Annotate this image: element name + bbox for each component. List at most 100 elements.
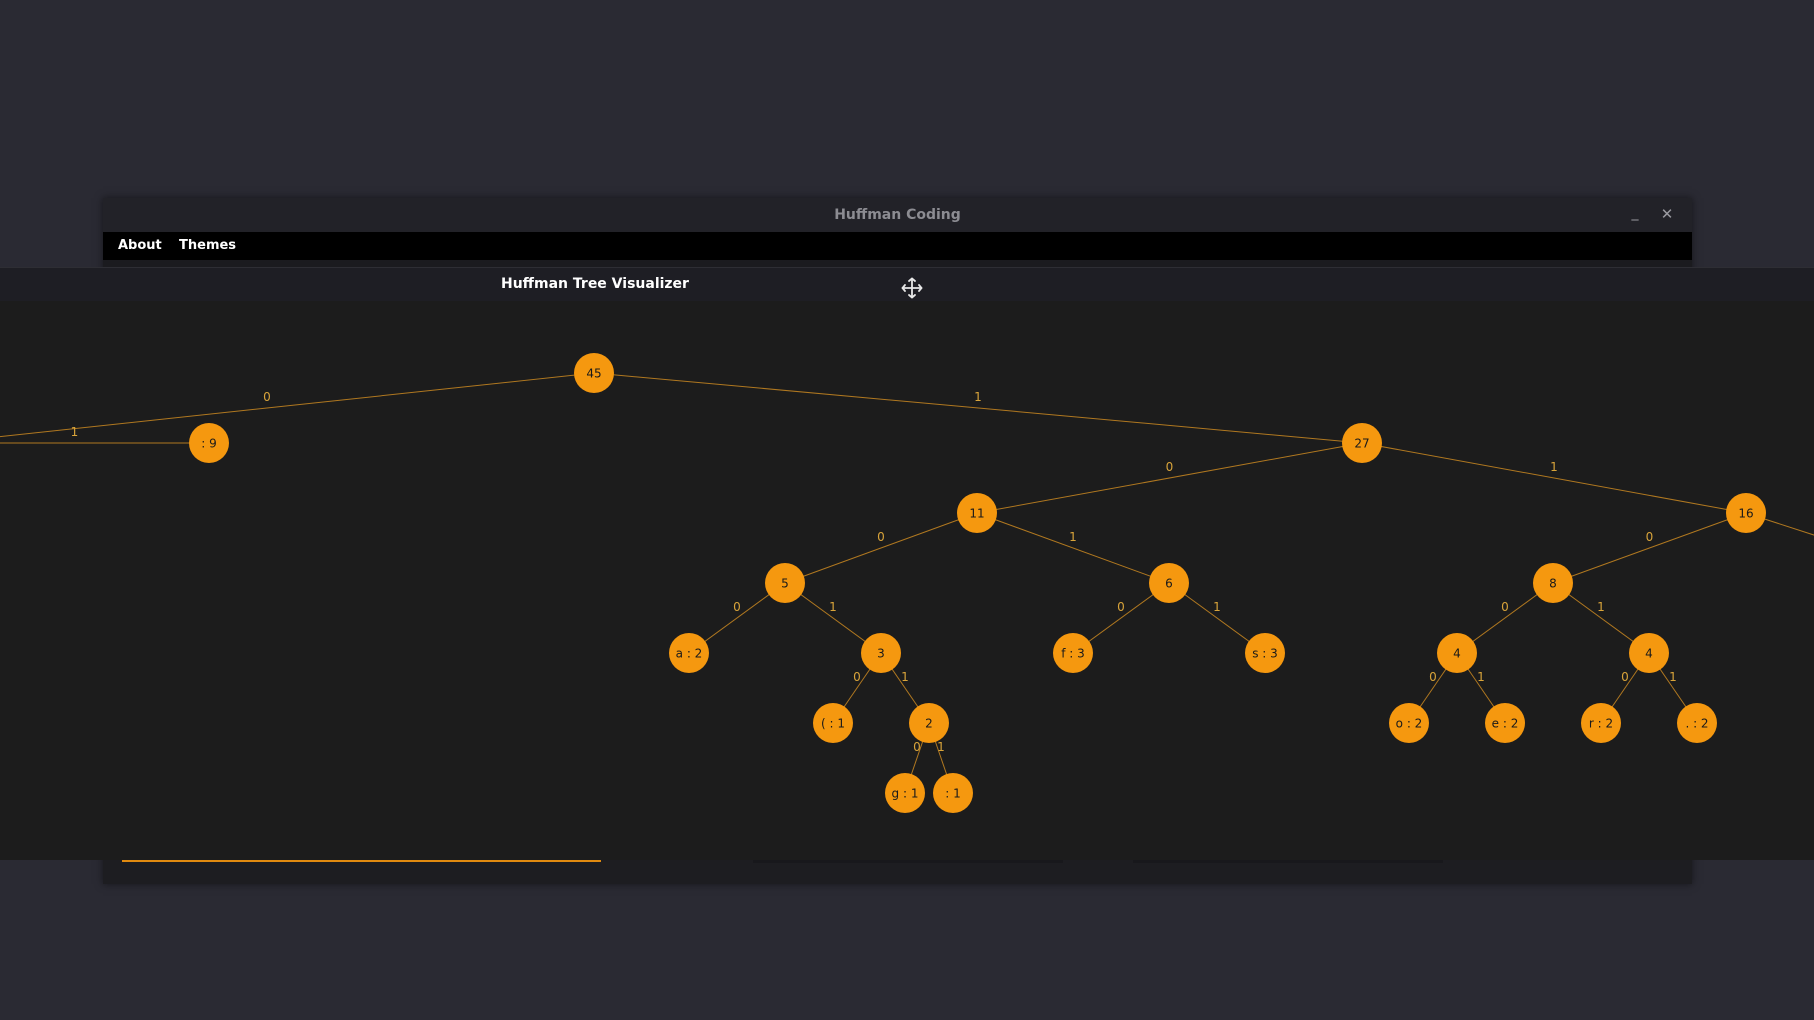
tree-node-circle <box>1726 493 1766 533</box>
tree-node-label: 27 <box>1354 437 1369 451</box>
tree-node-circle <box>669 633 709 673</box>
tree-node-label: : 9 <box>201 437 217 451</box>
tree-node-circle <box>189 423 229 463</box>
menu-item-themes[interactable]: Themes <box>179 238 237 253</box>
tree-node-label: 16 <box>1738 507 1753 521</box>
tree-edge <box>593 372 1363 444</box>
tree-node-circle <box>813 703 853 743</box>
edge-label: 1 <box>937 740 945 754</box>
tree-node-label: s : 3 <box>1252 647 1278 661</box>
title-bar[interactable]: Huffman Coding _ ✕ <box>103 198 1692 232</box>
tree-node-label: 8 <box>1549 577 1557 591</box>
edge-label: 0 <box>1117 600 1125 614</box>
tree-node[interactable]: s : 3 <box>1245 633 1285 673</box>
edge-label: 0 <box>1646 530 1654 544</box>
tree-node-label: 45 <box>586 367 601 381</box>
tree-node-circle <box>909 703 949 743</box>
edge-label: 0 <box>1501 600 1509 614</box>
tree-node[interactable]: 5 <box>765 563 805 603</box>
edge-label: 0 <box>263 390 271 404</box>
tree-node[interactable]: 4 <box>1629 633 1669 673</box>
tree-node-circle <box>933 773 973 813</box>
tree-edge <box>1552 512 1747 584</box>
tree-node-circle <box>1149 563 1189 603</box>
tree-node[interactable]: 6 <box>1149 563 1189 603</box>
tree-node[interactable]: ( : 1 <box>813 703 853 743</box>
tree-node[interactable]: o : 2 <box>1389 703 1429 743</box>
tree-node-circle <box>574 353 614 393</box>
tree-node[interactable]: e : 2 <box>1485 703 1525 743</box>
tree-node-label: 4 <box>1645 647 1653 661</box>
tree-node[interactable]: 3 <box>861 633 901 673</box>
tree-node-label: 3 <box>877 647 885 661</box>
edge-label: 0 <box>1166 460 1174 474</box>
tree-node-circle <box>1053 633 1093 673</box>
menu-item-about[interactable]: About <box>118 238 162 253</box>
tree-node-label: ( : 1 <box>821 717 845 731</box>
visualizer-title: Huffman Tree Visualizer <box>501 276 689 292</box>
tree-node[interactable]: 2 <box>909 703 949 743</box>
tree-node-label: e : 2 <box>1492 717 1519 731</box>
tree-node-label: 11 <box>969 507 984 521</box>
edge-label: 0 <box>1621 670 1629 684</box>
edge-label: 0 <box>913 740 921 754</box>
window-title: Huffman Coding <box>834 207 961 223</box>
tree-node[interactable]: 27 <box>1342 423 1382 463</box>
tree-node-label: r : 2 <box>1589 717 1613 731</box>
tree-node[interactable]: 4 <box>1437 633 1477 673</box>
tree-edge <box>784 512 978 584</box>
tree-node[interactable]: r : 2 <box>1581 703 1621 743</box>
tree-node[interactable]: : 9 <box>189 423 229 463</box>
tree-edge <box>0 372 595 438</box>
tree-node-circle <box>1437 633 1477 673</box>
tree-node-label: g : 1 <box>892 787 919 801</box>
tree-node-label: 2 <box>925 717 933 731</box>
edge-label: 1 <box>1550 460 1558 474</box>
edge-label: 1 <box>71 425 79 439</box>
tree-node[interactable]: 16 <box>1726 493 1766 533</box>
edge-label: 0 <box>733 600 741 614</box>
edge-label: 0 <box>877 530 885 544</box>
tree-node-circle <box>1342 423 1382 463</box>
tree-node-circle <box>957 493 997 533</box>
tree-node-circle <box>1677 703 1717 743</box>
close-button[interactable]: ✕ <box>1660 205 1674 223</box>
tree-node-circle <box>1245 633 1285 673</box>
tree-node-circle <box>885 773 925 813</box>
tree-node[interactable]: 8 <box>1533 563 1573 603</box>
tree-node-circle <box>861 633 901 673</box>
minimize-button[interactable]: _ <box>1631 205 1639 221</box>
tree-node-label: a : 2 <box>676 647 703 661</box>
tree-node-label: 5 <box>781 577 789 591</box>
visualizer-header[interactable]: Huffman Tree Visualizer <box>0 267 1814 301</box>
tree-node-circle <box>1533 563 1573 603</box>
tree-node[interactable]: 11 <box>957 493 997 533</box>
tree-node-label: : 1 <box>945 787 961 801</box>
tree-node-label: 6 <box>1165 577 1173 591</box>
tree-edge <box>976 442 1363 514</box>
menu-bar: About Themes <box>103 232 1692 260</box>
edge-label: 1 <box>901 670 909 684</box>
edge-label: 1 <box>1669 670 1677 684</box>
tree-node[interactable]: : 1 <box>933 773 973 813</box>
tree-node[interactable]: 45 <box>574 353 614 393</box>
edge-label: 0 <box>853 670 861 684</box>
tree-node-label: 4 <box>1453 647 1461 661</box>
edge-label: 1 <box>829 600 837 614</box>
tree-node[interactable]: g : 1 <box>885 773 925 813</box>
tree-edge <box>1361 442 1747 514</box>
move-icon[interactable] <box>900 276 924 300</box>
tree-node[interactable]: f : 3 <box>1053 633 1093 673</box>
tree-node-circle <box>1629 633 1669 673</box>
tree-node-circle <box>1581 703 1621 743</box>
edge-label: 1 <box>1069 530 1077 544</box>
tree-node-label: o : 2 <box>1396 717 1423 731</box>
edge-label: 1 <box>1213 600 1221 614</box>
tree-node[interactable]: a : 2 <box>669 633 709 673</box>
edge-label: 1 <box>1597 600 1605 614</box>
tree-node[interactable]: . : 2 <box>1677 703 1717 743</box>
edge-label: 0 <box>1429 670 1437 684</box>
